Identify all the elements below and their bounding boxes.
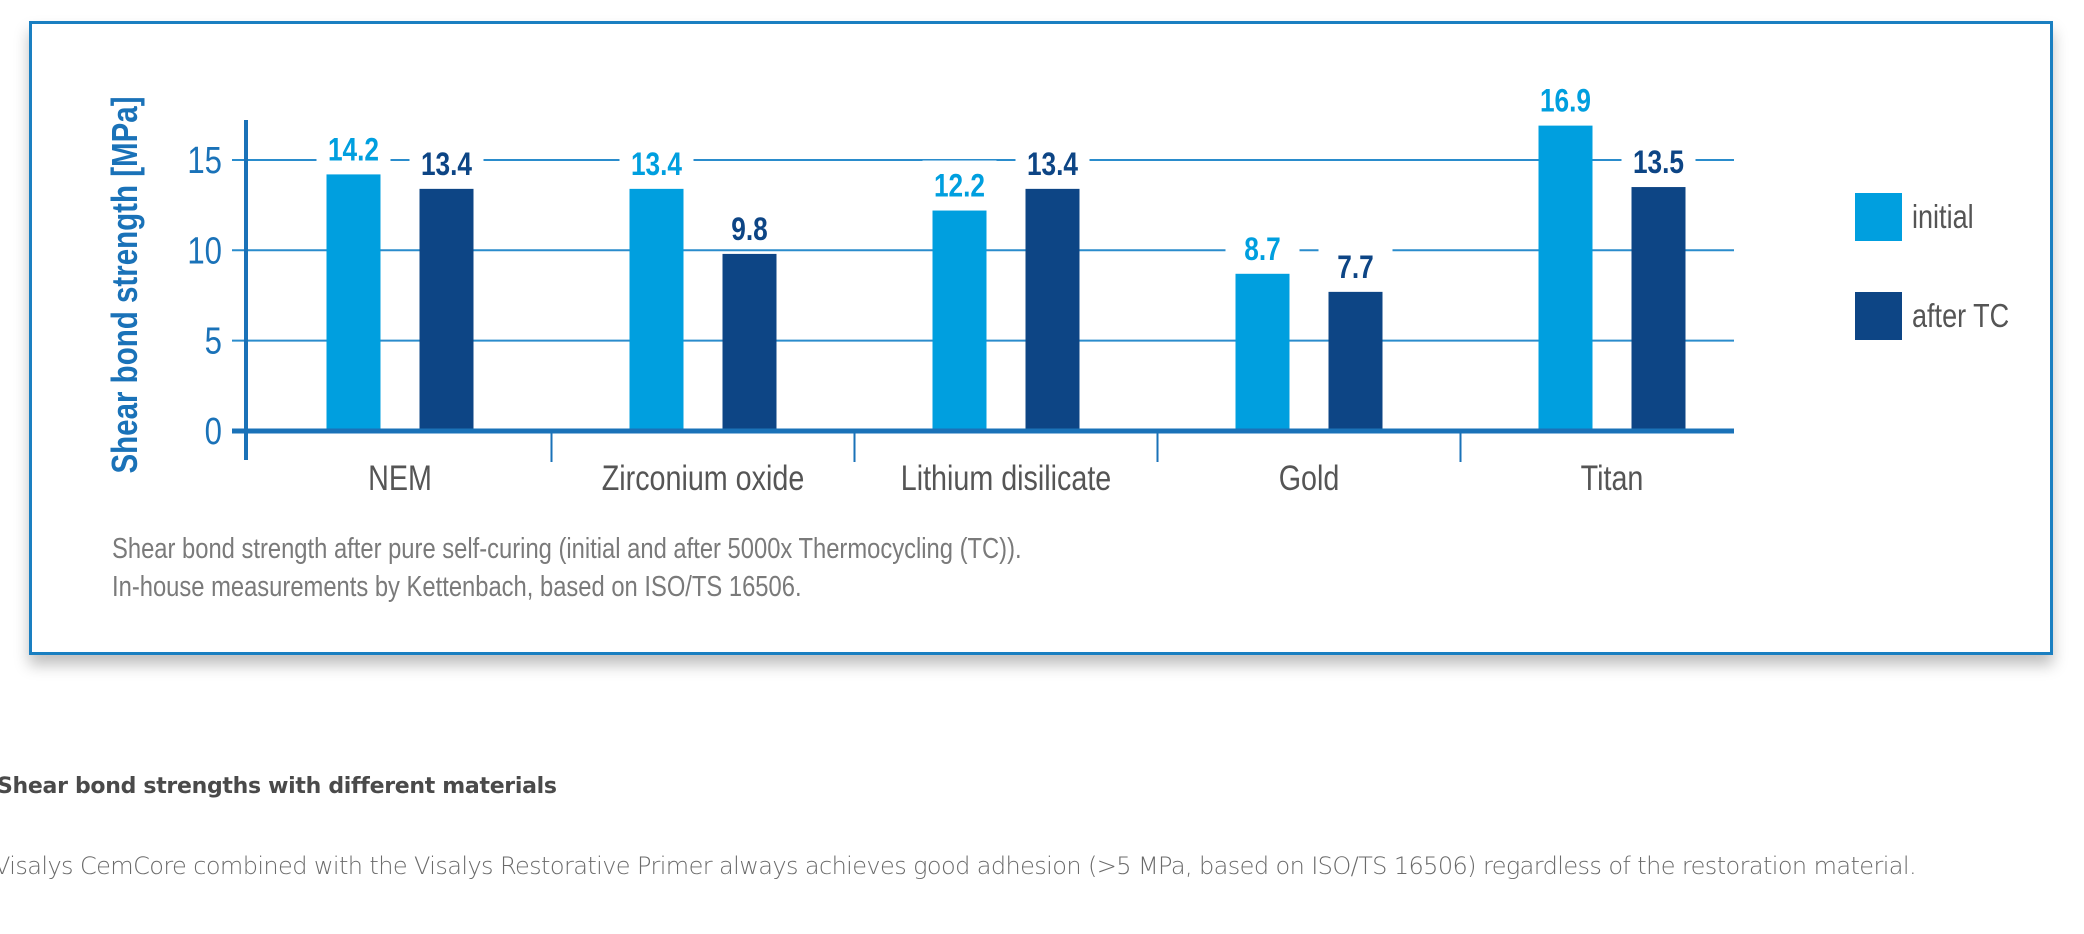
value-label-background [1621, 137, 1696, 178]
section-heading: Shear bond strengths with different mate… [0, 774, 557, 799]
legend-swatch-after-tc [1855, 292, 1902, 340]
value-label: 9.8 [731, 213, 767, 248]
value-label-background [1318, 241, 1393, 282]
value-label: 13.4 [1027, 148, 1079, 183]
chart-caption-group: In-house measurements by Kettenbach, bas… [112, 570, 802, 603]
bar-initial [932, 210, 987, 431]
value-label-group: 13.4 [421, 148, 473, 183]
value-label: 14.2 [328, 133, 379, 168]
value-label-background [1015, 138, 1090, 179]
value-label-background [316, 124, 391, 165]
value-label-group: 13.4 [631, 148, 683, 183]
x-category-label-group: Lithium disilicate [901, 458, 1112, 497]
legend-label: after TC [1912, 299, 2009, 335]
bar-after-tc [722, 253, 777, 431]
x-category-label: Lithium disilicate [901, 458, 1112, 497]
y-tick-label-group: 15 [187, 140, 222, 182]
x-category-label: NEM [368, 458, 432, 497]
x-category-label: Gold [1279, 458, 1340, 497]
bar-initial [1538, 125, 1593, 431]
y-axis-title-group: Shear bond strength [MPa] [104, 96, 144, 473]
bar-initial [326, 174, 381, 431]
value-label-background [1528, 75, 1603, 116]
value-label-group: 9.8 [731, 213, 767, 248]
y-tick-label: 10 [187, 230, 222, 272]
value-label: 13.5 [1633, 146, 1684, 181]
x-category-label: Zirconium oxide [602, 458, 805, 497]
value-label: 7.7 [1337, 251, 1373, 286]
bar-initial [629, 188, 684, 431]
y-tick-label-group: 10 [187, 230, 222, 272]
x-category-label: Titan [1581, 458, 1644, 497]
y-tick-label: 0 [205, 411, 222, 453]
bar-after-tc [1631, 187, 1686, 431]
bar-after-tc [1025, 188, 1080, 431]
value-label-group: 16.9 [1540, 84, 1591, 119]
value-label: 13.4 [631, 148, 683, 183]
y-tick-label: 5 [205, 321, 222, 363]
value-label: 13.4 [421, 148, 473, 183]
x-category-label-group: Zirconium oxide [602, 458, 805, 497]
value-label: 16.9 [1540, 84, 1591, 119]
value-label-background [409, 138, 484, 179]
x-category-label-group: Titan [1581, 458, 1644, 497]
value-label: 8.7 [1244, 232, 1280, 267]
value-label-background [922, 160, 997, 201]
bar-after-tc [1328, 291, 1383, 431]
value-label-group: 14.2 [328, 133, 379, 168]
y-tick-label-group: 5 [205, 321, 222, 363]
chart-caption: Shear bond strength after pure self-curi… [112, 532, 1022, 565]
bar-initial [1235, 273, 1290, 431]
value-label-group: 12.2 [934, 169, 985, 204]
chart-caption-group: Shear bond strength after pure self-curi… [112, 532, 1022, 565]
value-label-background [619, 138, 694, 179]
legend-label-group: after TC [1912, 299, 2009, 335]
value-label-group: 7.7 [1337, 251, 1373, 286]
y-axis-title: Shear bond strength [MPa] [104, 96, 144, 473]
value-label-background [1225, 223, 1300, 264]
x-category-label-group: NEM [368, 458, 432, 497]
chart-caption: In-house measurements by Kettenbach, bas… [112, 570, 802, 603]
bar-after-tc [419, 188, 474, 431]
value-label-group: 13.5 [1633, 146, 1684, 181]
value-label-group: 13.4 [1027, 148, 1079, 183]
x-category-label-group: Gold [1279, 458, 1340, 497]
legend-swatch-initial [1855, 193, 1902, 241]
value-label-group: 8.7 [1244, 232, 1280, 267]
value-label: 12.2 [934, 169, 985, 204]
bar-chart: 0 5 10 15 14.2 13.4 NEM 13.4 9.8 Zirconium oxide 1… [104, 75, 2010, 603]
legend-label-group: initial [1912, 200, 1974, 236]
legend-label: initial [1912, 200, 1974, 236]
value-label-background [712, 203, 787, 244]
description-paragraph: Visalys CemCore combined with the Visaly… [0, 852, 1917, 880]
y-tick-label-group: 0 [205, 411, 222, 453]
y-tick-label: 15 [187, 140, 222, 182]
